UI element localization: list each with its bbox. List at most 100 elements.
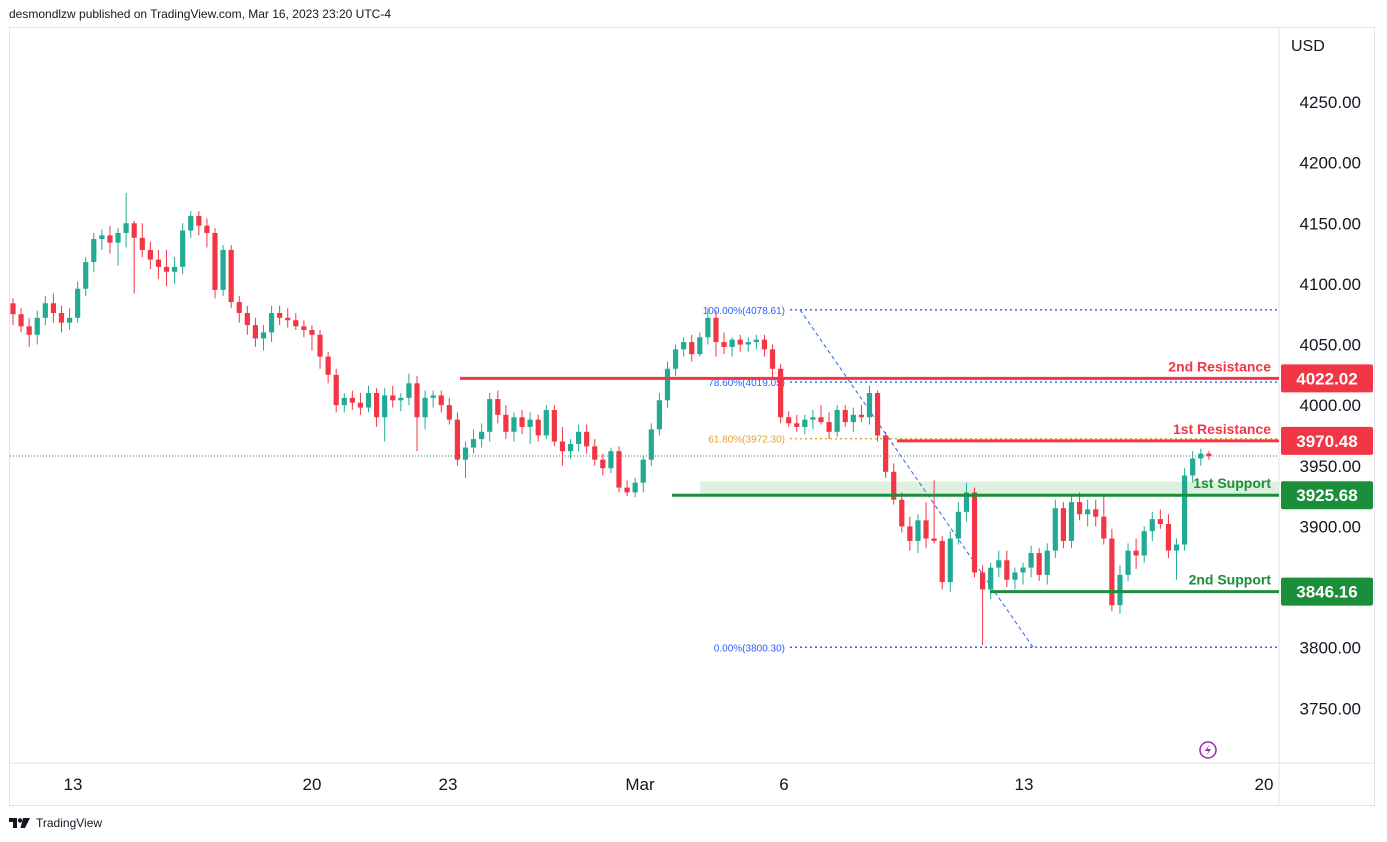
- candle-body: [260, 332, 267, 339]
- lightning-bolt: [1205, 744, 1211, 756]
- candle: [188, 211, 194, 238]
- candle-body: [438, 395, 444, 406]
- candle-body: [567, 443, 574, 452]
- candle: [1060, 502, 1066, 549]
- candle-body: [971, 492, 978, 573]
- candle: [1133, 538, 1139, 569]
- candle: [737, 334, 743, 352]
- fib-level-label: 78.60%(4019.05): [708, 378, 785, 389]
- candle-body: [1004, 560, 1010, 580]
- candle-body: [1101, 516, 1107, 539]
- candle: [713, 310, 719, 357]
- candle-body: [608, 451, 614, 469]
- candle-body: [584, 431, 590, 447]
- candle-body: [107, 235, 113, 243]
- candle-body: [1165, 523, 1172, 551]
- candle: [672, 344, 679, 377]
- candle: [1125, 543, 1131, 581]
- tradingview-brand-text: TradingView: [36, 816, 103, 830]
- candle: [616, 446, 622, 493]
- candle: [1085, 499, 1091, 527]
- candle: [640, 456, 646, 493]
- candle: [1052, 499, 1058, 558]
- candle-body: [204, 225, 210, 233]
- candle: [818, 405, 824, 425]
- candle-body: [1044, 550, 1050, 575]
- candle-body: [309, 329, 315, 335]
- candle: [1173, 538, 1180, 580]
- candle-body: [1012, 572, 1018, 580]
- candle-body: [826, 422, 832, 432]
- candle: [745, 337, 751, 352]
- candle: [899, 492, 905, 533]
- candle: [567, 439, 574, 459]
- candle-body: [1020, 567, 1026, 573]
- candle-body: [947, 538, 953, 583]
- candle: [479, 423, 485, 448]
- candle-body: [794, 423, 800, 427]
- candle: [1093, 499, 1099, 527]
- tradingview-footer[interactable]: TradingView: [9, 816, 102, 830]
- candle-body: [1060, 508, 1066, 541]
- candle: [260, 325, 267, 351]
- candle: [107, 225, 113, 254]
- candle: [26, 317, 32, 347]
- fib-level-label: 0.00%(3800.30): [714, 643, 785, 654]
- candle-body: [689, 342, 695, 355]
- lightning-icon[interactable]: [1199, 741, 1217, 759]
- candle-body: [365, 393, 372, 408]
- candle-body: [616, 451, 622, 488]
- candle: [1165, 514, 1172, 558]
- candle: [608, 447, 614, 474]
- tradingview-logo-icon: [9, 818, 30, 828]
- candle: [349, 390, 355, 410]
- candle: [228, 245, 234, 309]
- candle: [850, 407, 856, 432]
- candle-body: [955, 511, 961, 539]
- candle: [600, 453, 606, 476]
- candle: [947, 531, 953, 592]
- candle-body: [487, 399, 493, 432]
- candle-body: [632, 482, 638, 493]
- candle-body: [883, 435, 889, 472]
- candle-body: [374, 393, 380, 418]
- fib-trend-line: [799, 309, 1034, 648]
- candle-body: [988, 567, 994, 590]
- candle-body: [850, 414, 856, 423]
- candle: [527, 412, 533, 444]
- candle-body: [382, 395, 388, 418]
- candle: [689, 334, 695, 362]
- candle-body: [891, 471, 897, 500]
- candle: [382, 388, 388, 442]
- candle: [430, 390, 436, 408]
- candle-body: [858, 414, 864, 418]
- candle-body: [333, 374, 339, 406]
- candle-body: [212, 232, 218, 290]
- candle-body: [769, 349, 776, 369]
- candle: [778, 363, 784, 424]
- candle-body: [963, 492, 970, 512]
- candle-body: [1149, 519, 1155, 532]
- candle-body: [778, 368, 784, 418]
- candle: [592, 439, 598, 466]
- time-tick-label: 13: [1015, 775, 1034, 794]
- candle: [980, 565, 986, 646]
- candle-body: [325, 356, 331, 375]
- price-tick-label: 4250.00: [1300, 93, 1361, 112]
- time-tick-label: Mar: [625, 775, 655, 794]
- candle: [988, 562, 994, 600]
- candle: [341, 393, 347, 413]
- candle-body: [980, 572, 986, 590]
- candle: [454, 412, 460, 466]
- candle: [955, 502, 961, 545]
- candle-body: [713, 317, 719, 343]
- candle-body: [559, 441, 566, 452]
- price-tick-label: 4000.00: [1300, 396, 1361, 415]
- fib-level-label: 100.00%(4078.61): [703, 306, 785, 317]
- 2nd-resistance-label: 2nd Resistance: [1168, 358, 1271, 374]
- candle-body: [268, 312, 275, 333]
- candle: [753, 334, 759, 350]
- price-tick-label: 4050.00: [1300, 336, 1361, 355]
- candle: [1076, 492, 1083, 521]
